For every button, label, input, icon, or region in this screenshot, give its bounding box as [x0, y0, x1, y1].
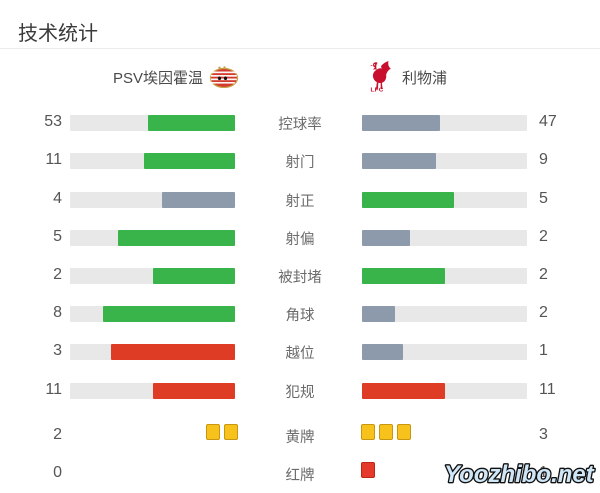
svg-text:Yoozhibo.net: Yoozhibo.net: [444, 462, 595, 488]
svg-text:LFC: LFC: [371, 88, 385, 93]
